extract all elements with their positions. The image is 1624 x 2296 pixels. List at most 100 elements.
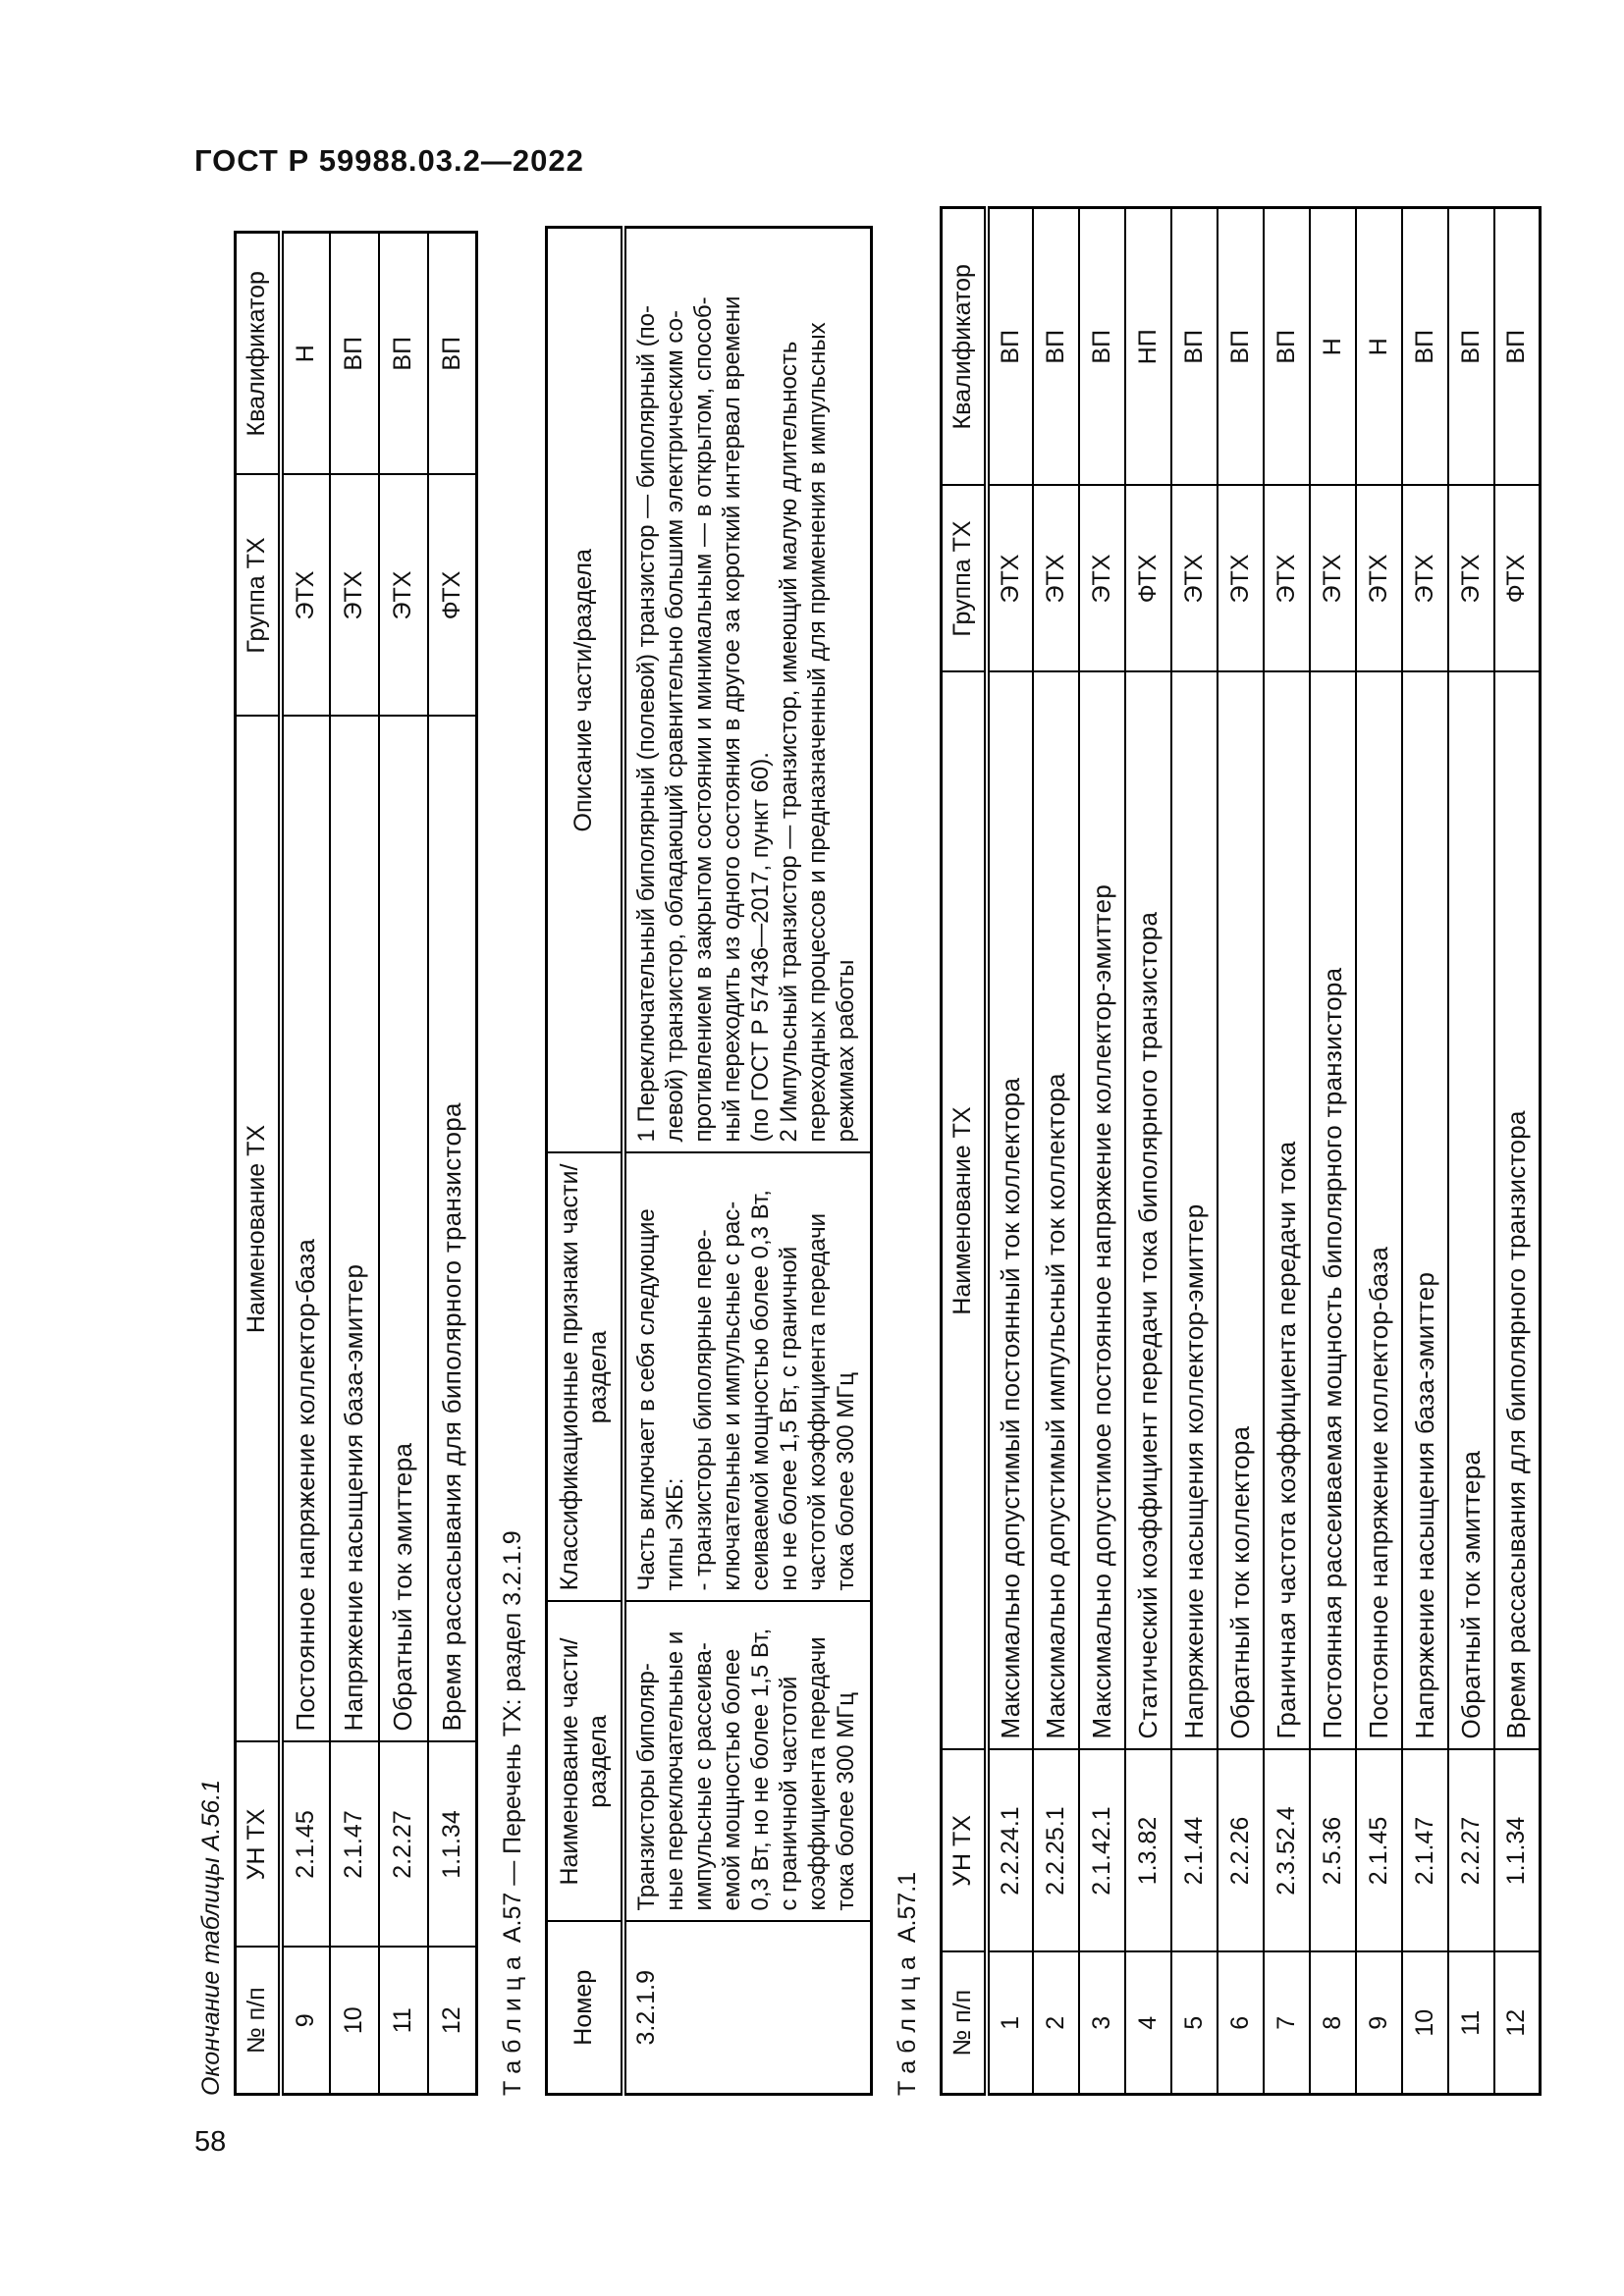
- cell-tx-group: ЭТХ: [986, 485, 1033, 672]
- cell-tx-name: Граничная частота коэффициента передачи …: [1263, 671, 1310, 1750]
- cell-tx-group: ЭТХ: [1355, 485, 1402, 672]
- cell-tx-name: Напряжение насыщения база-эмиттер: [1401, 671, 1448, 1750]
- cell-un-tx: 2.2.24.1: [986, 1749, 1033, 1952]
- cell-tx-name: Статический коэффициент передачи тока би…: [1124, 671, 1171, 1750]
- cell-row-number: 4: [1124, 1951, 1171, 2095]
- page-number: 58: [194, 2126, 227, 2158]
- doc-header-title: ГОСТ Р 59988.03.2—2022: [194, 143, 584, 178]
- col-header-un-tx: УН ТХ: [941, 1749, 987, 1952]
- table-a561: № п/п УН ТХ Наименование ТХ Группа ТХ Кв…: [234, 231, 478, 2096]
- cell-row-number: 10: [329, 1947, 379, 2095]
- col-header-tx-group: Группа ТХ: [235, 474, 281, 717]
- table-a571-caption: Т а б л и ц а А.57.1: [893, 1871, 921, 2096]
- col-header-tx-group: Группа ТХ: [941, 485, 987, 672]
- col-header-part-name: Наименование части/ раздела: [546, 1601, 623, 1922]
- cell-row-number: 12: [1493, 1951, 1541, 2095]
- col-header-un-tx: УН ТХ: [235, 1741, 281, 1948]
- cell-tx-name: Напряжение насыщения база-эмиттер: [329, 716, 379, 1742]
- cell-tx-name: Время рассасывания для биполярного транз…: [1493, 671, 1541, 1750]
- cell-qualifier: Н: [1309, 207, 1356, 486]
- cell-row-number: 1: [986, 1951, 1033, 2095]
- cell-un-tx: 1.1.34: [427, 1741, 477, 1948]
- cell-class-features: Часть включает в себя следующие типы ЭКБ…: [623, 1152, 872, 1602]
- cell-tx-name: Обратный ток эмиттера: [378, 716, 428, 1742]
- table-row: 4 1.3.82 Статический коэффициент передач…: [1124, 207, 1171, 2095]
- table-a57-header-row: Номер Наименование части/ раздела Класси…: [546, 227, 623, 2095]
- table-row: 2 2.2.25.1 Максимально допустимый импуль…: [1032, 207, 1079, 2095]
- cell-un-tx: 2.1.45: [280, 1741, 330, 1948]
- cell-un-tx: 2.1.45: [1355, 1749, 1402, 1952]
- cell-un-tx: 1.3.82: [1124, 1749, 1171, 1952]
- cell-description: 1 Переключательный биполярный (полевой) …: [623, 227, 872, 1153]
- cell-tx-name: Постоянное напряжение коллектор-база: [1355, 671, 1402, 1750]
- table-row: 10 2.1.47 Напряжение насыщения база-эмит…: [329, 232, 379, 2095]
- table-row: 12 1.1.34 Время рассасывания для биполяр…: [1493, 207, 1541, 2095]
- col-header-tx-name: Наименование ТХ: [235, 716, 281, 1742]
- cell-tx-group: ФТХ: [427, 474, 477, 717]
- cell-un-tx: 2.3.52.4: [1263, 1749, 1310, 1952]
- cell-qualifier: Н: [280, 232, 330, 475]
- cell-qualifier: ВП: [1078, 207, 1125, 486]
- table-row: 8 2.5.36 Постоянная рассеиваемая мощност…: [1309, 207, 1356, 2095]
- cell-row-number: 9: [280, 1947, 330, 2095]
- cell-qualifier: ВП: [1263, 207, 1310, 486]
- cell-row-number: 7: [1263, 1951, 1310, 2095]
- table-row: 3 2.1.42.1 Максимально допустимое постоя…: [1078, 207, 1125, 2095]
- cell-qualifier: ВП: [427, 232, 477, 475]
- cell-tx-group: ЭТХ: [1217, 485, 1264, 672]
- cell-qualifier: ВП: [1217, 207, 1264, 486]
- cell-row-number: 5: [1170, 1951, 1218, 2095]
- col-header-description: Описание части/раздела: [546, 227, 623, 1153]
- table-row: 7 2.3.52.4 Граничная частота коэффициент…: [1263, 207, 1310, 2095]
- cell-qualifier: ВП: [378, 232, 428, 475]
- table-row: 11 2.2.27 Обратный ток эмиттера ЭТХ ВП: [378, 232, 428, 2095]
- cell-un-tx: 2.1.44: [1170, 1749, 1218, 1952]
- cell-section-number: 3.2.1.9: [623, 1921, 872, 2095]
- cell-un-tx: 1.1.34: [1493, 1749, 1541, 1952]
- cell-un-tx: 2.1.47: [329, 1741, 379, 1948]
- col-header-class-features: Классификационные признаки части/ раздел…: [546, 1152, 623, 1602]
- col-header-qualifier: Квалификатор: [941, 207, 987, 486]
- cell-un-tx: 2.1.42.1: [1078, 1749, 1125, 1952]
- cell-tx-group: ЭТХ: [329, 474, 379, 717]
- table-row: 3.2.1.9 Транзисторы биполяр- ные переклю…: [623, 227, 872, 2095]
- table-a571: № п/п УН ТХ Наименование ТХ Группа ТХ Кв…: [940, 206, 1542, 2096]
- table-a57: Номер Наименование части/ раздела Класси…: [545, 226, 873, 2096]
- cell-row-number: 11: [378, 1947, 428, 2095]
- cell-qualifier: ВП: [1401, 207, 1448, 486]
- cell-tx-group: ЭТХ: [1078, 485, 1125, 672]
- cell-tx-name: Обратный ток коллектора: [1217, 671, 1264, 1750]
- table-a57-caption: Т а б л и ц а А.57 — Перечень ТХ: раздел…: [499, 1530, 526, 2096]
- cell-tx-group: ФТХ: [1493, 485, 1541, 672]
- cell-row-number: 10: [1401, 1951, 1448, 2095]
- cell-qualifier: ВП: [1493, 207, 1541, 486]
- table-row: 5 2.1.44 Напряжение насыщения коллектор-…: [1170, 207, 1218, 2095]
- table-row: 10 2.1.47 Напряжение насыщения база-эмит…: [1401, 207, 1448, 2095]
- cell-tx-group: ЭТХ: [1263, 485, 1310, 672]
- cell-tx-name: Напряжение насыщения коллектор-эмиттер: [1170, 671, 1218, 1750]
- cell-row-number: 8: [1309, 1951, 1356, 2095]
- table-row: 6 2.2.26 Обратный ток коллектора ЭТХ ВП: [1217, 207, 1264, 2095]
- cell-qualifier: ВП: [1447, 207, 1494, 486]
- cell-tx-group: ЭТХ: [1401, 485, 1448, 672]
- cell-qualifier: ВП: [986, 207, 1033, 486]
- table-a561-header-row: № п/п УН ТХ Наименование ТХ Группа ТХ Кв…: [235, 232, 281, 2095]
- cell-row-number: 2: [1032, 1951, 1079, 2095]
- rotated-content-inner: Окончание таблицы А.56.1 № п/п УН ТХ Наи…: [196, 206, 1542, 2119]
- cell-tx-name: Постоянная рассеиваемая мощность биполяр…: [1309, 671, 1356, 1750]
- cell-un-tx: 2.2.27: [378, 1741, 428, 1948]
- cell-qualifier: ВП: [1170, 207, 1218, 486]
- cell-un-tx: 2.5.36: [1309, 1749, 1356, 1952]
- cell-tx-group: ЭТХ: [1032, 485, 1079, 672]
- cell-tx-group: ЭТХ: [1170, 485, 1218, 672]
- col-header-number: Номер: [546, 1921, 623, 2095]
- cell-part-name: Транзисторы биполяр- ные переключательны…: [623, 1601, 872, 1922]
- cell-row-number: 9: [1355, 1951, 1402, 2095]
- cell-tx-group: ЭТХ: [378, 474, 428, 717]
- cell-row-number: 12: [427, 1947, 477, 2095]
- cell-un-tx: 2.2.27: [1447, 1749, 1494, 1952]
- col-header-row-number: № п/п: [941, 1951, 987, 2095]
- cell-qualifier: ВП: [329, 232, 379, 475]
- cell-tx-group: ФТХ: [1124, 485, 1171, 672]
